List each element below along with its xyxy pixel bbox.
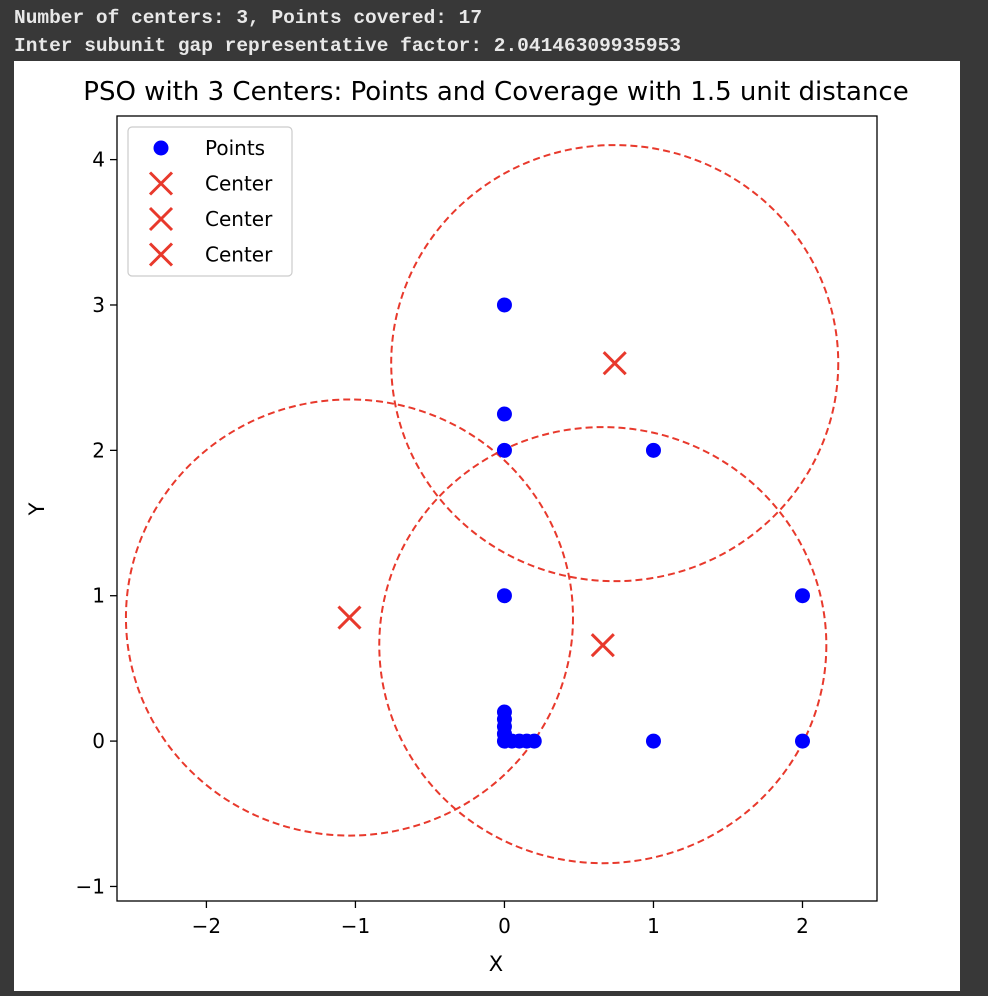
x-tick-label: 2: [796, 914, 809, 938]
coverage-circle-2: [124, 398, 574, 837]
data-point: [496, 588, 512, 604]
y-axis-label: Y: [25, 502, 49, 516]
legend-marker-center: [148, 242, 174, 267]
legend-label: Center: [205, 207, 273, 231]
legend-marker-points: [153, 140, 169, 156]
data-point: [496, 297, 512, 313]
y-tick-label: 1: [92, 584, 105, 608]
legend-box: [127, 126, 293, 277]
data-point: [526, 733, 542, 749]
legend-label: Center: [205, 172, 273, 196]
data-point: [496, 442, 512, 458]
chart-legend: Points Center Center Center: [127, 126, 293, 277]
x-tick-label: −2: [192, 914, 221, 938]
chart-figure: PSO with 3 Centers: Points and Coverage …: [14, 61, 960, 991]
plot-area-frame: [116, 115, 878, 902]
x-tick-label: 1: [647, 914, 660, 938]
x-axis-label: X: [489, 952, 503, 976]
chart-title: PSO with 3 Centers: Points and Coverage …: [83, 77, 908, 107]
y-tick-label: −1: [76, 874, 105, 898]
y-tick-label: 3: [92, 293, 105, 317]
legend-marker-center: [148, 206, 174, 232]
data-point: [794, 588, 810, 604]
y-tick-label: 2: [92, 438, 105, 462]
scatter-chart: PSO with 3 Centers: Points and Coverage …: [25, 77, 909, 976]
data-point: [645, 442, 661, 458]
x-tick-label: −1: [341, 914, 370, 938]
data-point: [645, 733, 661, 749]
x-tick-label: 0: [498, 914, 511, 938]
y-tick-label: 4: [92, 148, 105, 172]
coverage-circle-1: [390, 144, 840, 583]
data-point: [794, 733, 810, 749]
legend-marker-center: [148, 171, 174, 196]
console-output-centers: Number of centers: 3, Points covered: 17: [14, 7, 483, 29]
data-point: [496, 406, 512, 422]
center-marker-1: [602, 351, 627, 376]
center-marker-2: [337, 605, 362, 630]
coverage-circle-3: [378, 426, 828, 865]
legend-label: Center: [205, 243, 273, 267]
legend-label: Points: [205, 136, 265, 160]
console-output-gap-factor: Inter subunit gap representative factor:…: [14, 35, 682, 57]
center-marker-3: [590, 633, 615, 658]
y-tick-label: 0: [92, 729, 105, 753]
